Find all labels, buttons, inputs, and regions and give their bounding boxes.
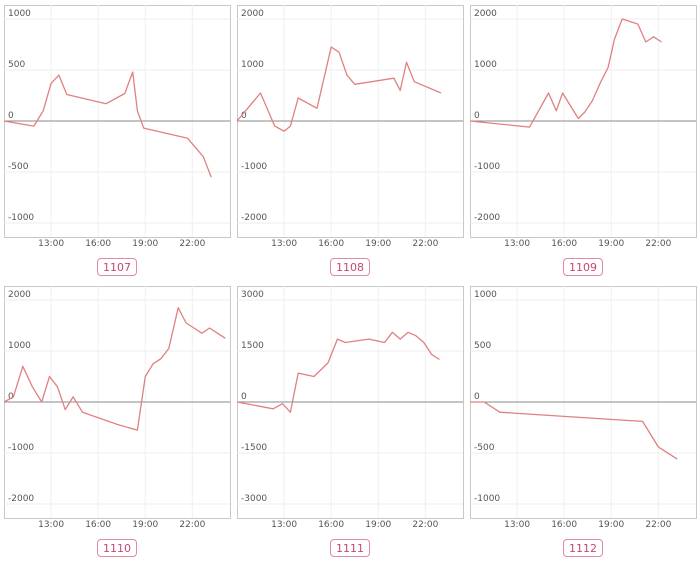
y-tick-label: 0 bbox=[8, 392, 14, 402]
y-tick-label: -500 bbox=[474, 443, 495, 453]
y-tick-label: -2000 bbox=[241, 213, 267, 223]
y-tick-label: 1000 bbox=[474, 60, 497, 70]
x-tick-label: 22:00 bbox=[645, 520, 671, 530]
x-tick-label: 13:00 bbox=[504, 520, 530, 530]
chart-panel-1109: 2000 1000 0 -1000 -2000 13:00 16:00 19:00 22:00 1… bbox=[466, 0, 699, 281]
x-tick-label: 22:00 bbox=[412, 520, 438, 530]
chart-svg: 3000 1500 0 -1500 -3000 13:00 16:00 19:00 22:00 bbox=[236, 286, 464, 530]
y-tick-label: 0 bbox=[8, 111, 14, 121]
y-tick-label: 0 bbox=[241, 111, 247, 121]
x-tick-label: 16:00 bbox=[85, 520, 111, 530]
series-line bbox=[3, 71, 212, 178]
x-tick-label: 16:00 bbox=[85, 239, 111, 249]
chart-label-tag: 1111 bbox=[330, 539, 370, 557]
y-tick-label: -1000 bbox=[474, 494, 500, 504]
x-tick-label: 13:00 bbox=[504, 239, 530, 249]
x-tick-label: 22:00 bbox=[179, 239, 205, 249]
x-tick-label: 22:00 bbox=[179, 520, 205, 530]
chart-label-tag: 1109 bbox=[563, 258, 603, 276]
x-tick-label: 19:00 bbox=[365, 239, 391, 249]
chart-svg: 1000 500 0 -500 -1000 13:00 16:00 19:00 22:00 bbox=[470, 286, 697, 530]
y-tick-label: 500 bbox=[474, 341, 491, 351]
chart-panel-1111: 3000 1500 0 -1500 -3000 13:00 16:00 19:00 22:00 1… bbox=[233, 281, 466, 562]
chart-panel-1112: 1000 500 0 -500 -1000 13:00 16:00 19:00 22:00 111… bbox=[466, 281, 699, 562]
series-line bbox=[236, 331, 440, 413]
y-tick-label: -1000 bbox=[8, 213, 34, 223]
y-tick-label: -2000 bbox=[8, 494, 34, 504]
chart-svg: 2000 1000 0 -1000 -2000 13:00 16:00 19:00 22:00 bbox=[469, 5, 697, 249]
chart-label-tag: 1107 bbox=[97, 258, 137, 276]
y-tick-label: -500 bbox=[8, 162, 29, 172]
y-tick-label: 1000 bbox=[8, 341, 31, 351]
x-tick-label: 19:00 bbox=[365, 520, 391, 530]
y-tick-label: -1000 bbox=[241, 162, 267, 172]
y-tick-label: 500 bbox=[8, 60, 25, 70]
chart-panel-1107: 1000 500 0 -500 -1000 13:00 16:00 19:00 22:00 110… bbox=[0, 0, 233, 281]
y-tick-label: 1500 bbox=[241, 341, 264, 351]
y-tick-label: 2000 bbox=[474, 9, 497, 19]
y-tick-label: 0 bbox=[241, 392, 247, 402]
x-tick-label: 13:00 bbox=[38, 520, 64, 530]
y-tick-label: 0 bbox=[474, 392, 480, 402]
y-tick-label: -3000 bbox=[241, 494, 267, 504]
chart-panel-1110: 2000 1000 0 -1000 -2000 13:00 16:00 19:00 22:00 1… bbox=[0, 281, 233, 562]
y-tick-label: 1000 bbox=[8, 9, 31, 19]
y-tick-label: -1500 bbox=[241, 443, 267, 453]
y-tick-label: 3000 bbox=[241, 290, 264, 300]
y-tick-label: 2000 bbox=[241, 9, 264, 19]
y-tick-label: -2000 bbox=[474, 213, 500, 223]
series-line bbox=[236, 46, 442, 132]
y-tick-label: 1000 bbox=[241, 60, 264, 70]
series-line bbox=[3, 307, 226, 431]
y-tick-label: -1000 bbox=[474, 162, 500, 172]
x-tick-label: 16:00 bbox=[318, 239, 344, 249]
y-tick-label: -1000 bbox=[8, 443, 34, 453]
series-line bbox=[469, 18, 662, 128]
x-tick-label: 22:00 bbox=[412, 239, 438, 249]
chart-svg: 2000 1000 0 -1000 -2000 13:00 16:00 19:00 22:00 bbox=[236, 5, 464, 249]
x-tick-label: 16:00 bbox=[551, 239, 577, 249]
y-tick-label: 1000 bbox=[474, 290, 497, 300]
x-tick-label: 13:00 bbox=[38, 239, 64, 249]
x-tick-label: 13:00 bbox=[271, 239, 297, 249]
chart-svg: 1000 500 0 -500 -1000 13:00 16:00 19:00 22:00 bbox=[3, 5, 231, 249]
x-tick-label: 16:00 bbox=[551, 520, 577, 530]
x-tick-label: 16:00 bbox=[318, 520, 344, 530]
x-tick-label: 22:00 bbox=[645, 239, 671, 249]
chart-label-tag: 1110 bbox=[97, 539, 137, 557]
y-tick-label: 2000 bbox=[8, 290, 31, 300]
chart-label-tag: 1108 bbox=[330, 258, 370, 276]
y-tick-label: 0 bbox=[474, 111, 480, 121]
chart-svg: 2000 1000 0 -1000 -2000 13:00 16:00 19:00 22:00 bbox=[3, 286, 231, 530]
chart-label-tag: 1112 bbox=[563, 539, 603, 557]
chart-panel-1108: 2000 1000 0 -1000 -2000 13:00 16:00 19:00 22:00 1… bbox=[233, 0, 466, 281]
x-tick-label: 19:00 bbox=[132, 239, 158, 249]
x-tick-label: 19:00 bbox=[598, 520, 624, 530]
x-tick-label: 19:00 bbox=[598, 239, 624, 249]
series-line bbox=[470, 401, 678, 460]
x-tick-label: 13:00 bbox=[271, 520, 297, 530]
x-tick-label: 19:00 bbox=[132, 520, 158, 530]
